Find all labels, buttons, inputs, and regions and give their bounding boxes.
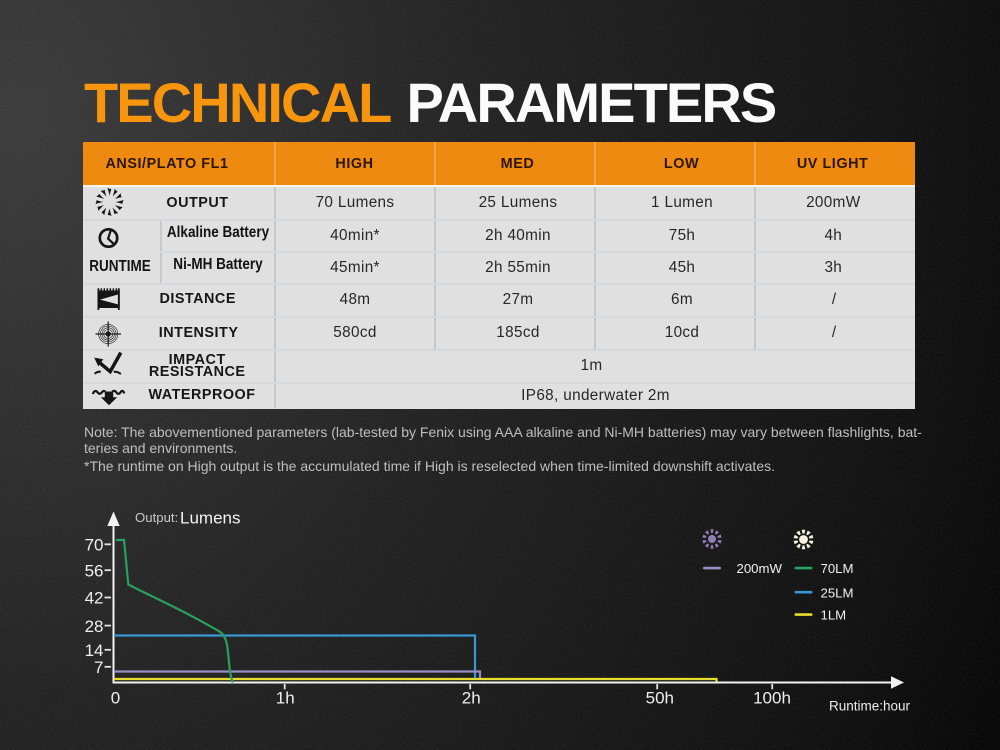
svg-text:50h: 50h [646, 689, 674, 708]
svg-text:Output:: Output: [135, 510, 178, 525]
svg-text:100h: 100h [753, 689, 791, 708]
svg-text:1LM: 1LM [821, 608, 847, 623]
svg-text:70LM: 70LM [821, 561, 854, 576]
svg-text:7: 7 [94, 658, 103, 677]
svg-text:0: 0 [111, 689, 120, 708]
svg-text:56: 56 [85, 561, 104, 580]
svg-text:42: 42 [85, 589, 104, 608]
svg-text:Runtime:hour: Runtime:hour [829, 699, 911, 714]
svg-text:14: 14 [85, 641, 104, 660]
svg-text:25LM: 25LM [821, 585, 854, 600]
svg-text:2h: 2h [462, 689, 481, 708]
svg-text:1h: 1h [276, 689, 295, 708]
svg-text:28: 28 [85, 617, 104, 636]
svg-text:70: 70 [85, 536, 104, 555]
svg-text:Lumens: Lumens [180, 509, 240, 528]
svg-text:200mW: 200mW [737, 561, 783, 576]
